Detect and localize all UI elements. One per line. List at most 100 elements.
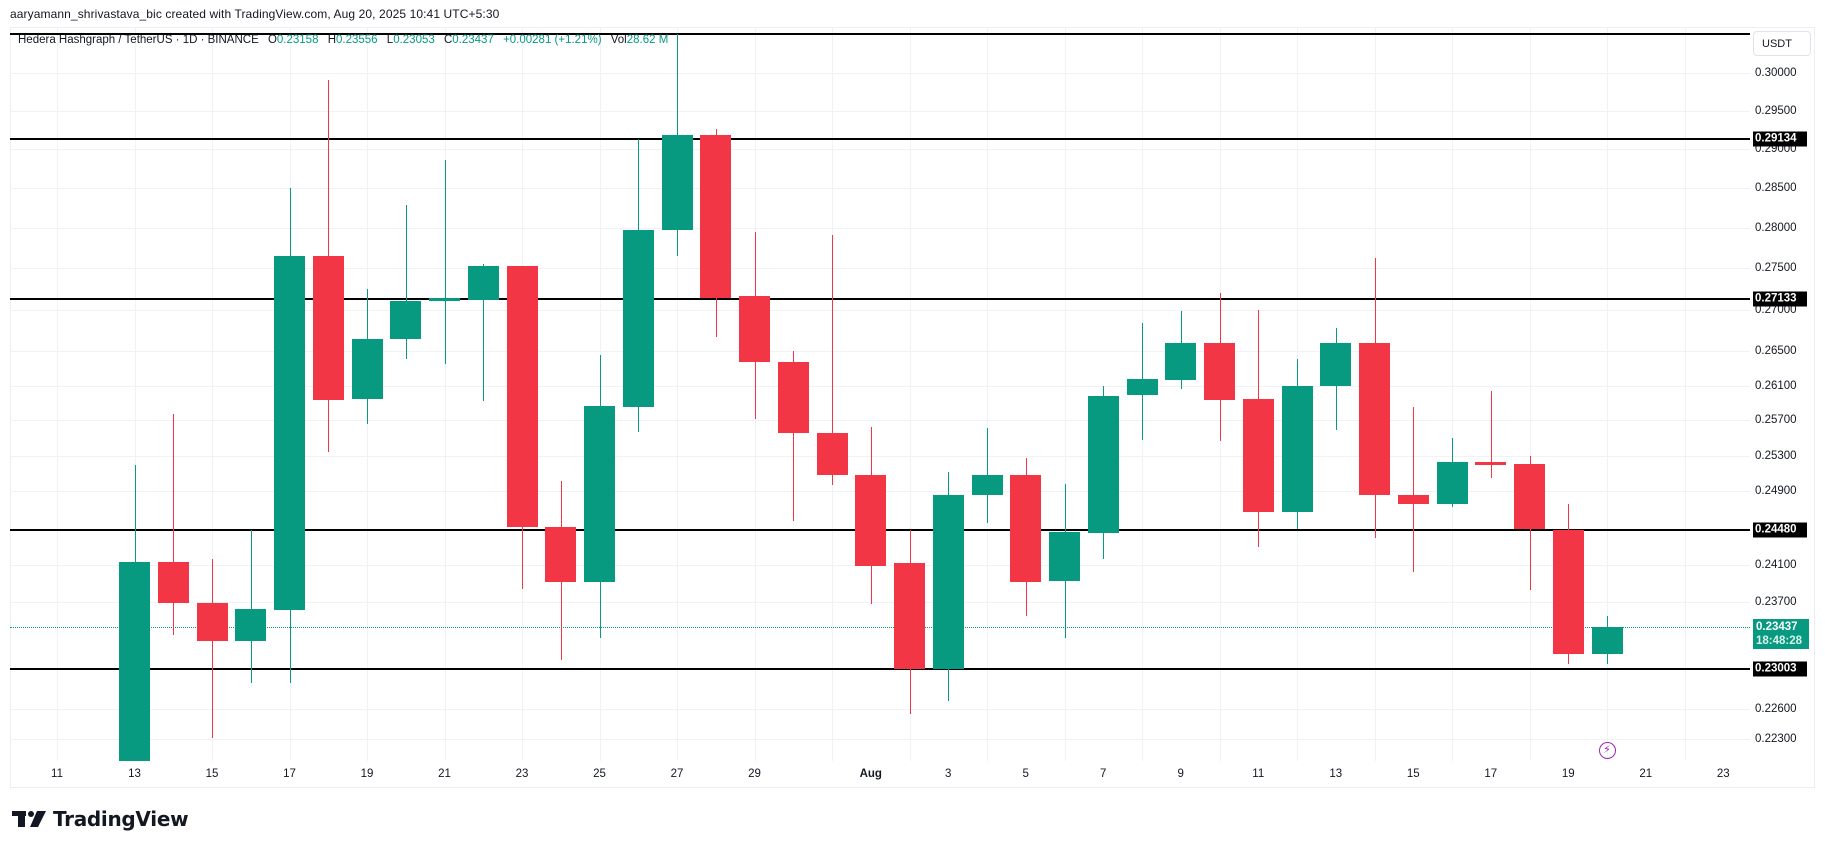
time-tick: 27: [670, 768, 684, 780]
time-tick: 15: [205, 768, 219, 780]
price-tick: 0.27000: [1755, 303, 1797, 316]
level-price-label: 0.27133: [1753, 291, 1807, 306]
tradingview-logo[interactable]: TradingView: [12, 807, 189, 831]
grid-line-horizontal: [10, 227, 1750, 229]
grid-line-vertical: [1064, 27, 1066, 761]
price-axis[interactable]: 0.30000 0.29500 0.29000 0.28500 0.28000 0.275…: [1750, 27, 1815, 761]
candle-body: [584, 406, 615, 583]
grid-line-vertical: [909, 27, 911, 761]
price-tick: 0.24100: [1755, 558, 1797, 571]
time-tick: 25: [593, 768, 606, 780]
candle-body: [119, 561, 150, 761]
grid-line-horizontal: [10, 110, 1750, 112]
last-price-line: [10, 627, 1750, 629]
candle-body: [1320, 343, 1351, 386]
candle-body: [1243, 399, 1274, 513]
price-tick: 0.25300: [1755, 449, 1797, 462]
time-tick: 13: [128, 768, 141, 780]
candle-body: [197, 603, 228, 642]
price-tick: 0.26500: [1755, 345, 1797, 358]
time-tick: 7: [1100, 768, 1107, 780]
candle-body: [739, 296, 770, 362]
candle-body: [1514, 463, 1545, 530]
candle-wick: [793, 350, 794, 522]
grid-line-vertical: [1452, 27, 1453, 761]
grid-line-horizontal: [10, 602, 1750, 604]
support-resistance-line[interactable]: [10, 297, 1750, 300]
time-axis[interactable]: 11 13 15 17 19 21 23 25 27 29 Aug 3 5 7 9 11 13 15 17 19 21 2…: [10, 761, 1750, 788]
candle-body: [429, 297, 460, 302]
grid-line-vertical: [444, 27, 446, 761]
grid-line-vertical: [1684, 27, 1686, 761]
price-tick: 0.29500: [1755, 104, 1797, 117]
grid-line-horizontal: [10, 73, 1750, 74]
volume-label: Vol: [610, 34, 627, 46]
grid-line-vertical: [134, 27, 136, 761]
time-tick: 19: [1561, 768, 1575, 780]
support-resistance-line[interactable]: [10, 668, 1750, 671]
candle-body: [545, 526, 576, 583]
grid-line-horizontal: [10, 455, 1750, 457]
grid-line-horizontal: [10, 385, 1750, 387]
candle-wick: [173, 414, 174, 635]
symbol-title[interactable]: Hedera Hashgraph / TetherUS · 1D · BINAN…: [18, 34, 259, 46]
candle-body: [623, 230, 654, 408]
price-tick: 0.28000: [1755, 221, 1797, 234]
grid-line-vertical: [987, 27, 988, 761]
price-tick: 0.22300: [1755, 732, 1797, 745]
grid-line-horizontal: [10, 268, 1750, 270]
grid-line-horizontal: [10, 708, 1750, 710]
level-price-label: 0.29134: [1753, 131, 1807, 147]
candle-wick: [445, 159, 446, 365]
chart-plot-area[interactable]: ⚡: [10, 27, 1750, 761]
currency-button[interactable]: USDT: [1753, 31, 1811, 56]
price-tick: 0.27500: [1755, 262, 1797, 275]
candle-body: [855, 475, 886, 566]
close-value: 0.23437: [452, 34, 494, 46]
time-tick: 21: [438, 768, 451, 780]
candle-wick: [832, 235, 833, 485]
grid-line-horizontal: [10, 309, 1750, 311]
time-tick: 17: [283, 768, 296, 780]
time-tick: 13: [1329, 768, 1343, 780]
time-tick: 3: [945, 768, 952, 780]
candle-body: [1010, 475, 1041, 583]
grid-line-vertical: [1607, 27, 1608, 761]
low-label: L: [386, 34, 394, 46]
price-tick: 0.26100: [1755, 379, 1797, 392]
candle-wick: [251, 529, 252, 684]
support-resistance-line[interactable]: [10, 137, 1750, 140]
price-tick: 0.25700: [1755, 414, 1797, 427]
lightning-event-icon[interactable]: ⚡: [1598, 741, 1616, 759]
level-price-label: 0.24480: [1753, 522, 1807, 537]
bar-countdown: 18:48:28: [1756, 635, 1803, 648]
candle-body: [933, 494, 964, 669]
symbol-legend: Hedera Hashgraph / TetherUS · 1D · BINAN…: [18, 34, 668, 46]
high-value: 0.23556: [336, 34, 378, 46]
time-tick: 15: [1406, 768, 1420, 780]
price-tick: 0.23700: [1755, 596, 1797, 609]
candle-body: [1592, 627, 1623, 655]
candle-wick: [1413, 407, 1414, 573]
candle-body: [390, 301, 421, 339]
candle-body: [158, 561, 189, 604]
candle-body: [1049, 532, 1080, 582]
low-value: 0.23053: [393, 34, 435, 46]
candle-body: [1165, 343, 1196, 381]
candle-body: [662, 135, 693, 231]
time-tick: 21: [1639, 768, 1653, 780]
candle-body: [468, 265, 499, 301]
candle-body: [235, 608, 266, 642]
last-price-value: 0.23437: [1756, 621, 1798, 634]
grid-line-horizontal: [10, 420, 1750, 422]
grid-line-horizontal: [10, 188, 1750, 190]
candle-wick: [406, 204, 407, 360]
time-tick: 5: [1022, 768, 1029, 780]
candle-body: [1475, 461, 1506, 466]
candle-wick: [483, 264, 484, 402]
grid-line-vertical: [57, 27, 58, 761]
candle-body: [313, 256, 344, 401]
time-tick: 19: [360, 768, 374, 780]
price-tick: 0.28500: [1755, 182, 1797, 195]
time-tick: 29: [748, 768, 761, 780]
